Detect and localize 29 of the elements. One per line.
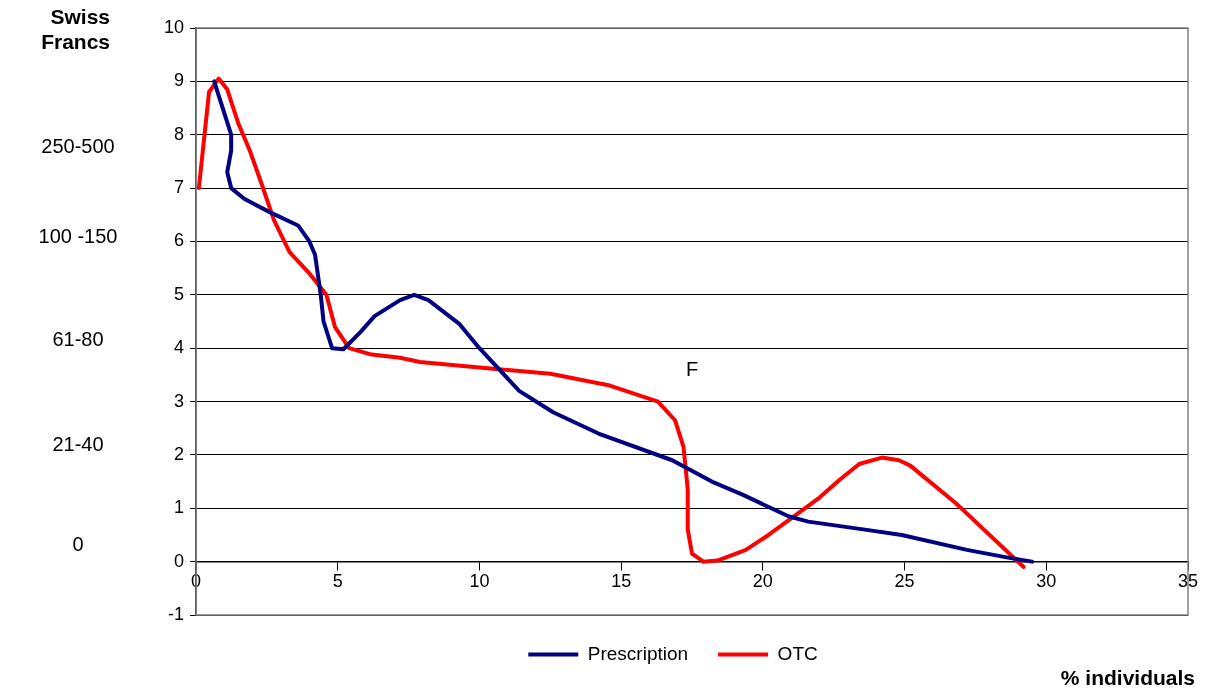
x-tick-label: 10 — [469, 571, 490, 592]
text: 0 — [72, 532, 84, 555]
y-tick-label: 1 — [174, 497, 185, 518]
x-tick-label: 30 — [1036, 571, 1057, 592]
legend-label: OTC — [777, 642, 818, 664]
y-tick-label: 5 — [174, 283, 185, 304]
y-tick-label: 3 — [174, 390, 185, 411]
x-tick-label: 20 — [752, 571, 773, 592]
y-tick-label: 6 — [174, 230, 185, 251]
y-tick-label: -1 — [168, 603, 185, 624]
x-tick-label: 5 — [332, 571, 343, 592]
y-tick-label: 0 — [174, 550, 185, 571]
annotation: F — [685, 357, 699, 380]
y-tick-label: 10 — [163, 16, 185, 37]
y-axis-title: Swiss Francs — [40, 4, 110, 54]
x-tick-label: 25 — [894, 571, 915, 592]
text: 21-40 — [52, 432, 104, 455]
x-tick-label: 15 — [611, 571, 632, 592]
y-tick-label: 8 — [174, 123, 185, 144]
text: 61-80 — [52, 327, 104, 350]
text: 100 -150 — [38, 224, 118, 247]
y-tick-label: 2 — [174, 443, 185, 464]
legend-label: Prescription — [587, 642, 689, 664]
y-tick-label: 9 — [174, 70, 185, 91]
text: 250-500 — [41, 134, 115, 157]
y-tick-label: 4 — [174, 337, 185, 358]
x-axis-title: % individuals — [1059, 665, 1195, 690]
y-tick-label: 7 — [174, 177, 185, 198]
x-tick-label: 35 — [1177, 571, 1199, 592]
